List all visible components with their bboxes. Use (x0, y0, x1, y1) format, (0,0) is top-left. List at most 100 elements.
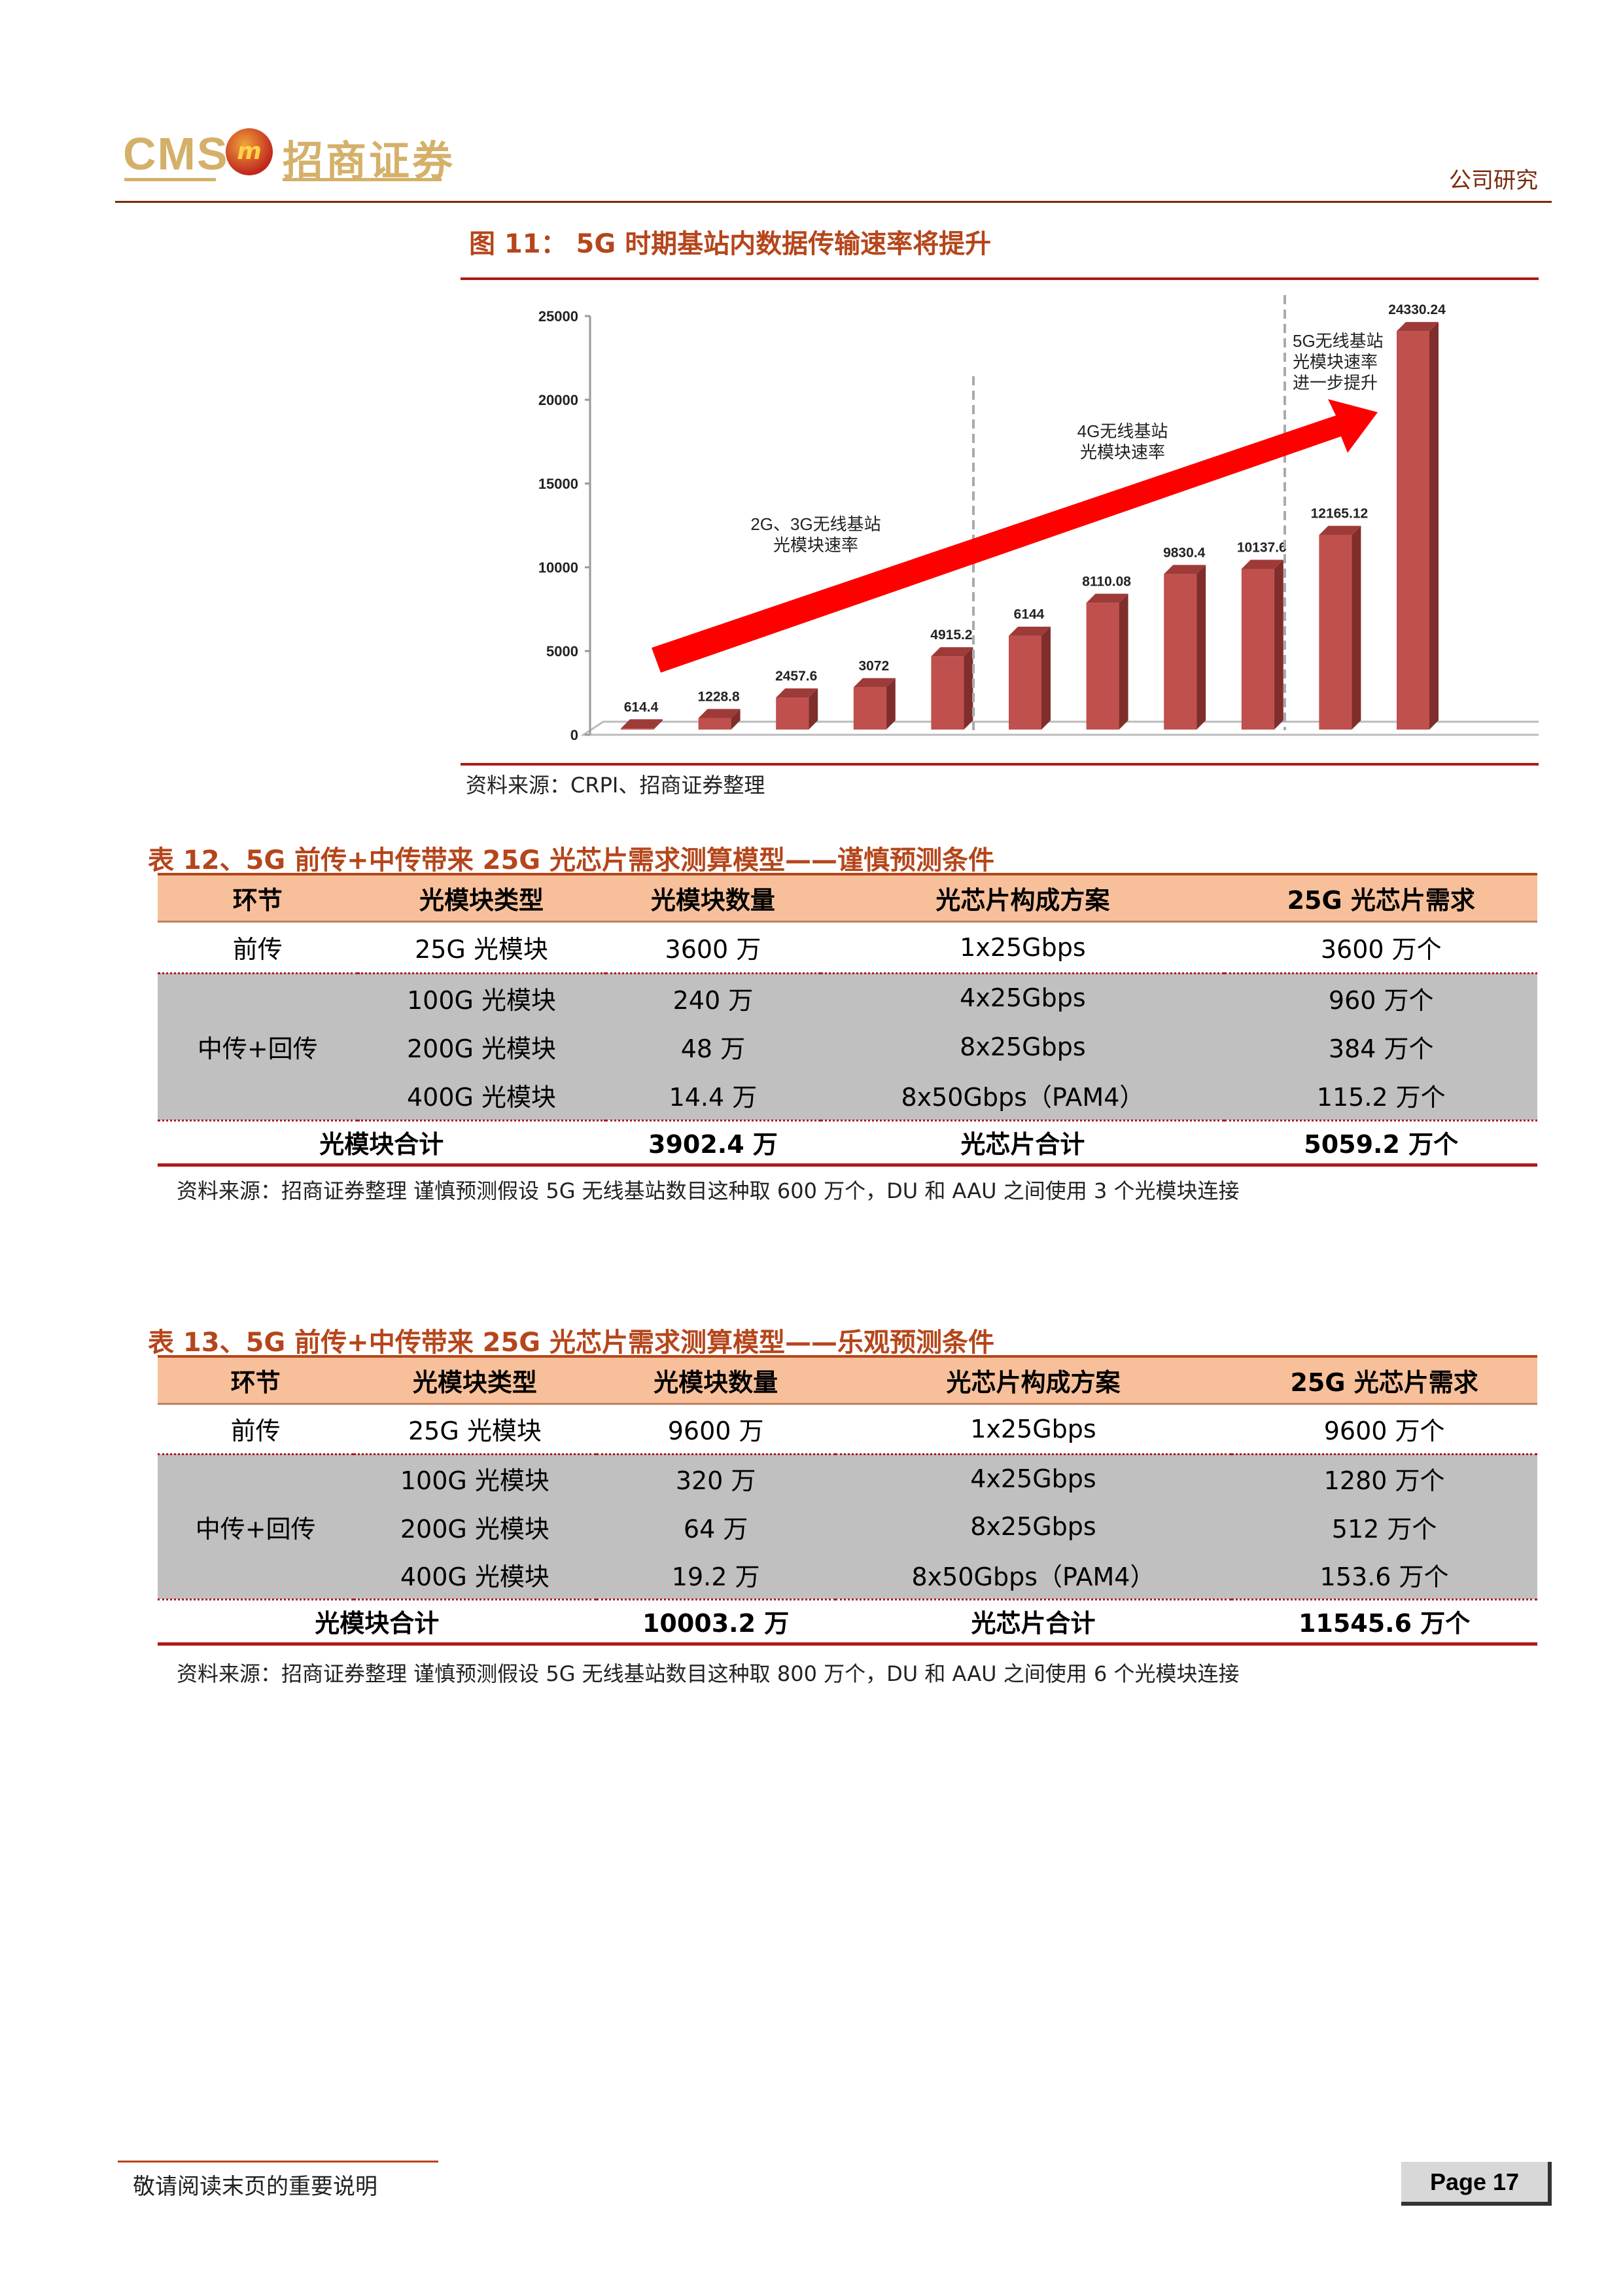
cell: 200G 光模块 (353, 1502, 597, 1551)
bar-top (931, 647, 973, 657)
annotation: 进一步提升 (1293, 373, 1378, 393)
cell: 10003.2 万 (596, 1598, 835, 1646)
bar-top (1241, 559, 1283, 569)
trend-arrow (652, 399, 1378, 673)
table-row: 400G 光模块 14.4 万 8x50Gbps（PAM4） 115.2 万个 (158, 1071, 1537, 1120)
total-row: 光模块合计 10003.2 万 光芯片合计 11545.6 万个 (158, 1598, 1537, 1646)
data-label: 6144 (1014, 607, 1045, 622)
table-header-row: 环节 光模块类型 光模块数量 光芯片构成方案 25G 光芯片需求 (158, 1355, 1537, 1405)
section-label: 公司研究 (1449, 168, 1538, 194)
bar-side (1041, 626, 1051, 730)
cell: 384 万个 (1225, 1022, 1537, 1071)
bar-side (809, 688, 818, 730)
bar-side (886, 678, 896, 730)
bar-side (1429, 322, 1439, 730)
logo-text: CMS (123, 128, 229, 179)
data-label: 24330.24 (1388, 302, 1446, 317)
chart-floor (580, 720, 1539, 736)
bar-side (654, 719, 663, 730)
footer-divider (118, 2161, 438, 2163)
bar-top (1397, 322, 1439, 332)
bar-top (1164, 565, 1206, 574)
bar (1086, 603, 1119, 730)
bar (853, 687, 886, 730)
cell: 4x25Gbps (835, 1453, 1232, 1502)
table12-title: 表 12、5G 前传+中传带来 25G 光芯片需求测算模型——谨慎预测条件 (148, 845, 995, 875)
cell: 前传 (230, 1417, 281, 1445)
y-tick-label: 25000 (538, 308, 578, 325)
figure-title: 图 11： 5G 时期基站内数据传输速率将提升 (469, 229, 992, 259)
table-header-row: 环节 光模块类型 光模块数量 光芯片构成方案 25G 光芯片需求 (158, 873, 1537, 923)
cell: 光模块合计 (158, 1598, 597, 1646)
col-header: 光模块数量 (605, 873, 821, 923)
col-header: 光芯片构成方案 (820, 873, 1225, 923)
cell: 5059.2 万个 (1225, 1119, 1537, 1167)
y-tick-label: 0 (570, 727, 578, 743)
bar-side (1196, 565, 1206, 730)
cell: 25G 光模块 (408, 1417, 542, 1445)
cell: 8x25Gbps (820, 1022, 1225, 1071)
cell: 512 万个 (1231, 1502, 1537, 1551)
bar (1241, 569, 1274, 730)
data-label: 12165.12 (1311, 506, 1369, 521)
bar-top (776, 688, 818, 698)
data-label: 2457.6 (775, 669, 817, 684)
page-number: Page 17 (1401, 2162, 1552, 2206)
col-header: 光模块类型 (357, 873, 606, 923)
col-header: 光模块数量 (596, 1355, 835, 1405)
cell: 48 万 (605, 1022, 821, 1071)
col-header: 环节 (158, 1355, 354, 1405)
cell: 4x25Gbps (820, 972, 1225, 1022)
cell: 100G 光模块 (357, 972, 606, 1022)
table12-source: 资料来源：招商证券整理 谨慎预测假设 5G 无线基站数目这种取 600 万个，D… (177, 1178, 1240, 1203)
cell: 14.4 万 (605, 1071, 821, 1120)
cell: 240 万 (605, 972, 821, 1022)
table-row: 中传+回传 100G 光模块 320 万 4x25Gbps 1280 万个 (158, 1453, 1537, 1599)
cell: 3600 万 (665, 935, 761, 964)
cell: 153.6 万个 (1231, 1551, 1537, 1599)
cell: 光芯片合计 (820, 1119, 1225, 1167)
bar (698, 718, 731, 730)
cell: 64 万 (596, 1502, 835, 1551)
bar-side (964, 647, 973, 730)
cell: 115.2 万个 (1225, 1071, 1537, 1120)
cell: 9600 万个 (1323, 1417, 1445, 1445)
cell: 3902.4 万 (605, 1119, 821, 1167)
cell: 320 万 (596, 1453, 835, 1502)
data-label: 10137.6 (1237, 540, 1287, 555)
bar (776, 698, 809, 730)
logo-emblem-icon: m (226, 128, 273, 175)
bar-top (698, 709, 741, 718)
cell: 3600 万个 (1320, 935, 1442, 964)
data-label: 9830.4 (1163, 545, 1206, 560)
cell: 9600 万 (667, 1417, 764, 1445)
cell: 960 万个 (1225, 972, 1537, 1022)
figure-source: 资料来源：CRPI、招商证券整理 (466, 773, 765, 798)
data-label: 3072 (858, 658, 889, 673)
table-row: 200G 光模块 64 万 8x25Gbps 512 万个 (158, 1502, 1537, 1551)
cell: 200G 光模块 (357, 1022, 606, 1071)
header-divider (115, 201, 1552, 203)
figure-top-rule (461, 277, 1539, 280)
cell: 中传+回传 (158, 972, 358, 1120)
cell: 25G 光模块 (415, 935, 548, 964)
cell: 400G 光模块 (353, 1551, 597, 1599)
bar (1319, 535, 1352, 730)
logo-cn: 招商证券 (283, 137, 456, 185)
footer-note: 敬请阅读末页的重要说明 (133, 2174, 377, 2200)
bar-side (1274, 559, 1283, 730)
annotation: 光模块速率 (1080, 442, 1165, 462)
col-header: 环节 (158, 873, 358, 923)
logo-underline (283, 178, 442, 181)
bar (621, 728, 654, 730)
table-row: 前传 25G 光模块 9600 万 1x25Gbps 9600 万个 (158, 1404, 1537, 1454)
col-header: 光芯片构成方案 (835, 1355, 1232, 1405)
y-tick-label: 5000 (546, 643, 578, 660)
table12: 环节 光模块类型 光模块数量 光芯片构成方案 25G 光芯片需求 前传 25G … (158, 873, 1537, 1167)
table-row: 400G 光模块 19.2 万 8x50Gbps（PAM4） 153.6 万个 (158, 1551, 1537, 1599)
cell: 前传 (232, 935, 283, 964)
bar-side (1352, 525, 1361, 730)
bar-chart: 0 5000 10000 15000 20000 25000 614.4 1228.8 2457… (538, 295, 1539, 743)
table-row: 中传+回传 100G 光模块 240 万 4x25Gbps 960 万个 (158, 972, 1537, 1120)
table13: 环节 光模块类型 光模块数量 光芯片构成方案 25G 光芯片需求 前传 25G … (158, 1355, 1537, 1646)
